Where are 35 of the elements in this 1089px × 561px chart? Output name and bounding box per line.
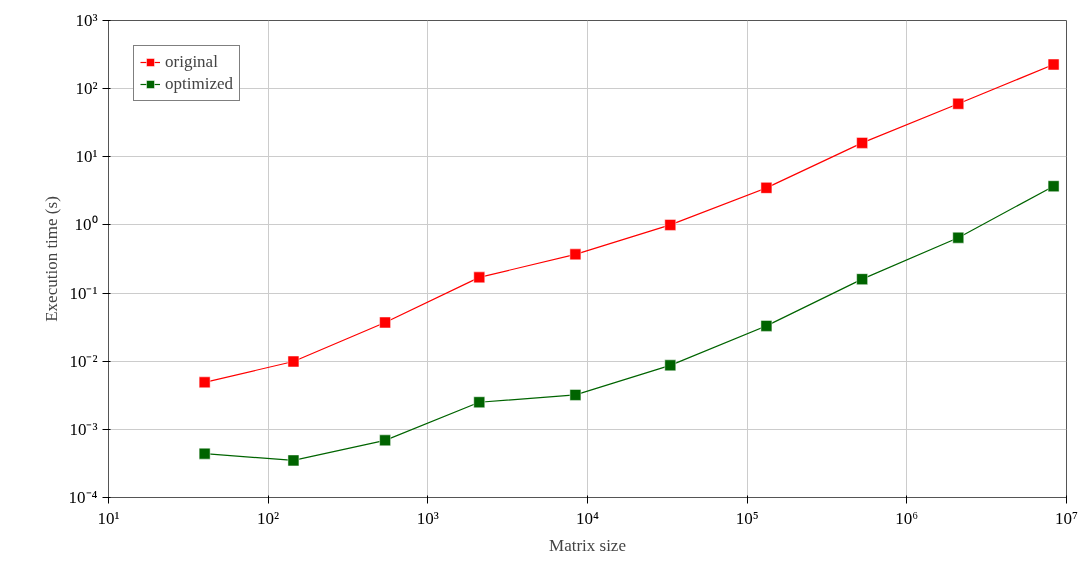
- x-tick-label: 10⁶: [895, 508, 919, 528]
- y-tick-label: 10²: [75, 79, 98, 99]
- y-tick-label: 10⁰: [74, 215, 98, 235]
- y-tick-label: 10⁻³: [69, 419, 98, 439]
- x-tick-label: 10⁴: [576, 508, 600, 528]
- x-tick-label: 10³: [416, 508, 439, 528]
- x-tick-label: 10¹: [97, 508, 120, 528]
- point: [473, 396, 486, 408]
- point: [760, 182, 773, 194]
- point: [569, 248, 582, 261]
- point: [1047, 58, 1060, 71]
- point: [856, 137, 868, 149]
- point: [379, 434, 391, 447]
- point: [569, 389, 582, 401]
- y-tick-label: 10⁻⁴: [68, 488, 98, 507]
- y-tick-label: 10⁻¹: [69, 283, 98, 303]
- point: [664, 219, 677, 231]
- x-tick-label: 10⁷: [1055, 508, 1079, 528]
- y-tick-label: 10¹: [75, 147, 98, 167]
- legend-label: original: [165, 52, 218, 72]
- x-tick-label: 10⁵: [735, 508, 759, 528]
- x-tick-label: 10²: [257, 508, 280, 528]
- y-tick-label: 10³: [75, 11, 98, 30]
- point: [473, 271, 486, 284]
- point: [760, 320, 773, 332]
- point: [1047, 180, 1060, 192]
- point: [952, 98, 965, 110]
- point: [856, 273, 868, 285]
- point: [664, 359, 677, 372]
- point: [952, 231, 965, 244]
- legend-label: optimized: [165, 74, 233, 94]
- point: [379, 316, 391, 329]
- y-tick-label: 10⁻²: [69, 351, 98, 371]
- y-axis-title: Execution time (s): [41, 196, 61, 322]
- x-axis-title: Matrix size: [549, 535, 626, 555]
